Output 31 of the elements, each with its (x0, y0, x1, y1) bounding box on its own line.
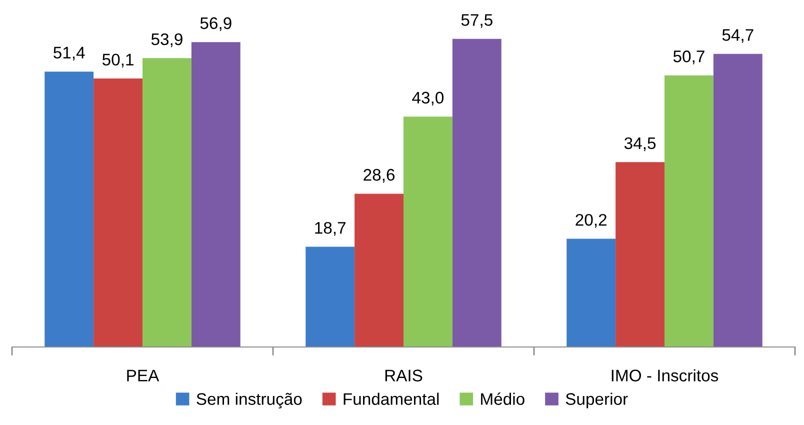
bar (191, 42, 240, 347)
bar (354, 194, 404, 347)
legend-label: Sem instrução (196, 392, 302, 408)
data-label: 54,7 (722, 29, 754, 43)
data-label: 57,5 (461, 14, 492, 28)
bar (664, 75, 714, 347)
bar (616, 162, 664, 347)
data-label: 56,9 (200, 17, 232, 32)
data-label: 50,7 (673, 50, 704, 64)
data-label: 34,5 (624, 137, 656, 152)
bar (713, 54, 762, 347)
x-tick-label: PEA (127, 370, 160, 382)
data-label: 51,4 (54, 46, 85, 61)
x-tick-label: IMO - Inscritos (612, 369, 718, 382)
legend-label: Fundamental (344, 392, 439, 405)
data-label: 53,9 (151, 33, 182, 48)
bar (404, 116, 452, 347)
data-label: 20,2 (576, 214, 606, 228)
legend-label: Médio (481, 392, 524, 405)
bar (566, 238, 616, 347)
bar (306, 246, 355, 347)
bar (94, 78, 142, 347)
bar (452, 38, 502, 347)
x-tick-label: RAIS (385, 370, 422, 382)
data-label: 28,6 (364, 168, 395, 183)
bar (142, 58, 192, 347)
bar (44, 72, 94, 347)
data-label: 50,1 (102, 54, 134, 68)
legend-label: Superior (566, 392, 628, 408)
data-label: 18,7 (315, 222, 346, 236)
data-label: 43,0 (412, 92, 444, 106)
